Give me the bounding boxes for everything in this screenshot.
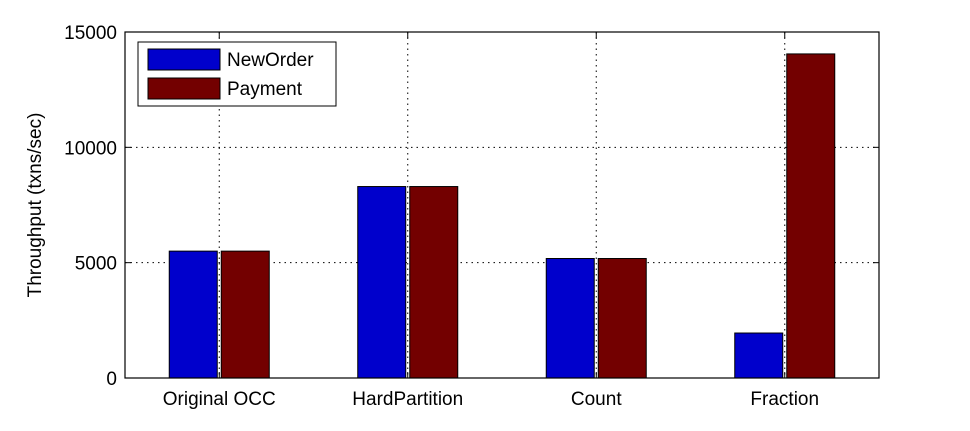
legend: NewOrder Payment (137, 41, 337, 107)
y-tick-label: 0 (106, 369, 117, 390)
plot-frame (124, 31, 880, 379)
legend-swatch-neworder (147, 48, 221, 71)
bars-group (168, 53, 836, 379)
legend-label-payment: Payment (227, 79, 303, 100)
bar-neworder (168, 250, 218, 379)
y-tick-label: 5000 (75, 254, 117, 275)
axis-ticks: 0 5000 10000 15000 Original OCC HardPartition… (64, 23, 879, 410)
y-tick-label: 15000 (64, 23, 117, 44)
x-tick-label: Fraction (750, 389, 819, 410)
bar-payment (597, 258, 647, 379)
bar-payment (786, 53, 836, 379)
x-tick-label: Count (571, 389, 622, 410)
grid-lines (125, 32, 879, 378)
bar-payment (220, 250, 270, 379)
legend-label-neworder: NewOrder (227, 50, 314, 71)
x-tick-label: HardPartition (352, 389, 463, 410)
y-tick-label: 10000 (64, 138, 117, 159)
bar-payment (409, 186, 459, 379)
bar-neworder (734, 332, 784, 379)
bar-neworder (545, 258, 595, 379)
bar-neworder (357, 186, 407, 379)
y-axis-label: Throughput (txns/sec) (25, 113, 46, 298)
x-tick-label: Original OCC (163, 389, 276, 410)
legend-swatch-payment (147, 77, 221, 100)
